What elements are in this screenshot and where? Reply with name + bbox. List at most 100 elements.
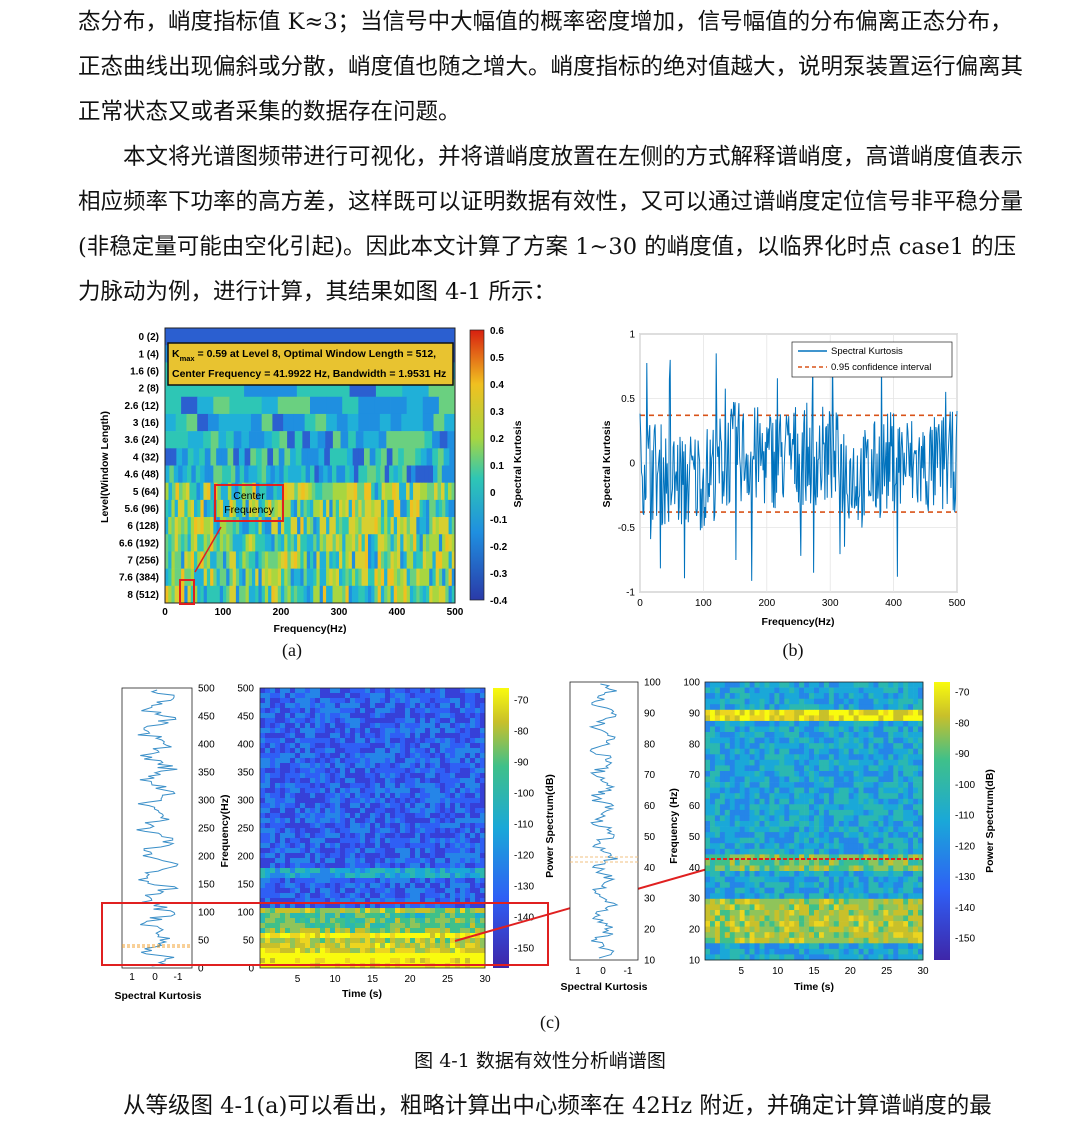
spectrogram-cell — [325, 733, 331, 739]
spectrogram-cell — [445, 833, 451, 839]
kurtogram-cell — [264, 499, 269, 518]
spectrogram-cell — [415, 958, 421, 964]
spectrogram-cell — [335, 793, 341, 799]
kurtogram-level-labels: 0 (2)1 (4)1.6 (6)2 (8)2.6 (12)3 (16)3.6 … — [119, 332, 159, 601]
spectrogram-cell — [385, 688, 391, 694]
spectrogram-cell — [814, 698, 820, 705]
spectrogram-cell — [873, 748, 879, 755]
spectrogram-cell — [390, 698, 396, 704]
spectrogram-cell — [445, 898, 451, 904]
kurtogram-cell — [258, 499, 263, 518]
spectrogram-cell — [400, 693, 406, 699]
spectrogram-cell — [355, 953, 361, 959]
spectrogram-cell — [390, 903, 396, 909]
spectrogram-cell — [754, 765, 760, 772]
spectrogram-cell — [295, 848, 301, 854]
spectrogram-cell — [270, 958, 276, 964]
spectrogram-cell — [335, 743, 341, 749]
spectrogram-cell — [440, 953, 446, 959]
spectrogram-cell — [898, 687, 904, 694]
kurtogram-cell — [318, 448, 325, 466]
spectrogram-cell — [480, 693, 486, 699]
spectrogram-cell — [828, 826, 835, 833]
spectrogram-cell — [918, 698, 924, 705]
spectrogram-cell — [345, 838, 351, 844]
spectrogram-cell — [325, 818, 331, 824]
spectrogram-cell — [280, 823, 286, 829]
spectrogram-cell — [395, 923, 401, 929]
spectrogram-cell — [794, 848, 800, 855]
spectrogram-cell — [395, 868, 401, 874]
spectrogram-cell — [390, 728, 396, 734]
spectrogram-cell — [913, 771, 919, 777]
spectrogram-cell — [325, 943, 331, 949]
spectrogram-cell — [430, 823, 436, 829]
spectrogram-cell — [405, 823, 411, 829]
spectrogram-cell — [450, 858, 456, 864]
spectrogram-cell — [305, 708, 311, 714]
spectrogram-cell — [475, 853, 481, 859]
spectrogram-cell — [823, 776, 830, 783]
spectrogram-cell — [749, 798, 755, 805]
spectrogram-cell — [440, 793, 446, 799]
spectrogram-cell — [380, 953, 386, 959]
kurtogram-cell — [448, 517, 453, 535]
spectrogram-cell — [475, 848, 481, 854]
spectrogram-cell — [470, 713, 476, 719]
spectrogram-cell — [430, 888, 436, 894]
kurtogram-cell — [397, 585, 401, 604]
spectrogram-cell — [270, 858, 276, 864]
spectrogram-cell — [913, 726, 919, 733]
spectrogram-cell — [858, 698, 864, 705]
spectrogram-cell — [794, 826, 800, 833]
spectrogram-cell — [345, 818, 351, 824]
spectrogram-cell — [335, 943, 341, 949]
spectrogram-cell — [405, 733, 411, 739]
spectrogram-cell — [305, 748, 311, 754]
spectrogram-cell — [903, 832, 909, 838]
kurtogram-cell — [255, 534, 259, 552]
spectrogram-cell — [400, 828, 406, 834]
spectrogram-cell — [285, 838, 291, 844]
spectrogram-cell — [744, 715, 750, 722]
spectrogram-cell — [410, 743, 416, 749]
spectrogram-cell — [260, 698, 266, 704]
spectrogram-cell — [779, 743, 785, 750]
spectrogram-cell — [260, 868, 266, 874]
spectrogram-cell — [380, 803, 386, 809]
spectrogram-cell — [340, 808, 346, 814]
spectrogram-cell — [898, 837, 904, 844]
kurtogram-cell — [195, 431, 204, 449]
spectrogram-cell — [878, 720, 884, 727]
spectrogram-cell — [435, 828, 441, 834]
spectrogram-cell — [823, 732, 830, 738]
spectrogram-cell — [365, 833, 371, 839]
spectrogram-cell — [739, 720, 745, 727]
kurtogram-cell — [424, 465, 430, 483]
spectrogram-cell — [345, 688, 351, 694]
spectrogram-cell — [295, 753, 301, 759]
spectrogram-cell — [390, 948, 396, 954]
spectrogram-cell — [385, 948, 391, 954]
kurtogram-cell — [245, 551, 250, 569]
kurtogram-cell — [435, 568, 440, 587]
kurtogram-cell — [325, 482, 330, 501]
spectrogram-cell — [450, 783, 456, 789]
spectrogram-cell — [754, 848, 760, 855]
spectrogram-cell — [260, 768, 266, 774]
spectrogram-cell — [420, 893, 426, 899]
kurtogram-cell — [419, 465, 425, 483]
spectrogram-cell — [345, 943, 351, 949]
spectrogram-cell — [290, 858, 296, 864]
spectrogram-cell — [430, 813, 436, 819]
spectrogram-cell — [315, 893, 321, 899]
spectrogram-cell — [415, 858, 421, 864]
spectrogram-cell — [280, 693, 286, 699]
spectrogram-cell — [310, 773, 316, 779]
spectrogram-cell — [355, 778, 361, 784]
spectrogram-cell — [873, 798, 879, 805]
spectrogram-cell — [888, 704, 894, 711]
spectrogram-cell — [769, 698, 775, 705]
spectrogram-cell — [330, 788, 336, 794]
spectrogram-cell — [838, 787, 845, 794]
